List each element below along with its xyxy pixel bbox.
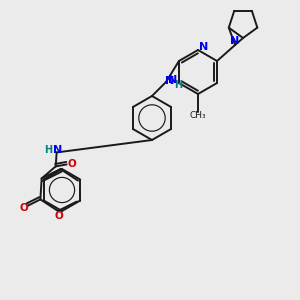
Text: H: H bbox=[45, 146, 53, 155]
Text: O: O bbox=[19, 203, 28, 213]
Text: H: H bbox=[174, 80, 182, 90]
Text: N: N bbox=[165, 76, 175, 86]
Text: N: N bbox=[230, 36, 240, 46]
Text: O: O bbox=[67, 159, 76, 170]
Text: N: N bbox=[168, 75, 178, 85]
Text: O: O bbox=[55, 211, 63, 221]
Text: N: N bbox=[53, 146, 62, 155]
Text: CH₃: CH₃ bbox=[190, 112, 206, 121]
Text: N: N bbox=[200, 42, 208, 52]
